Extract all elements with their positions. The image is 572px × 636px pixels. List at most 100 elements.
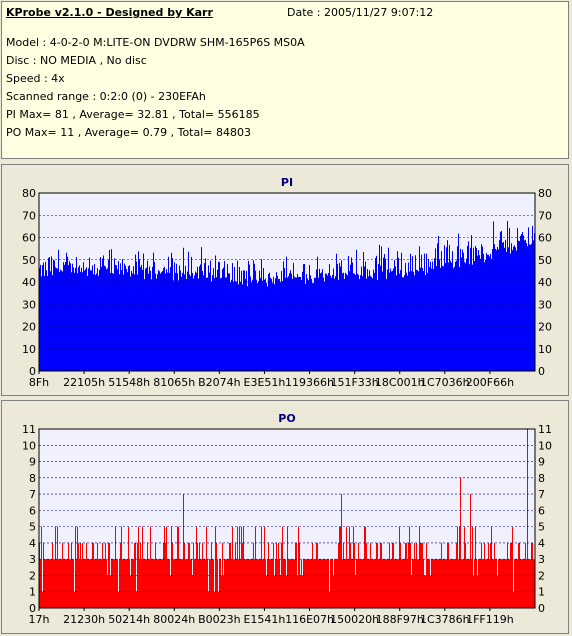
data-bar [149,559,150,608]
data-bar [445,263,446,371]
data-bar [270,277,271,371]
y-tick-label-left: 20 [22,321,36,334]
data-bar [300,276,301,371]
data-bar [227,559,228,608]
data-bar [164,526,165,608]
data-bar [326,559,327,608]
data-bar [40,559,41,608]
data-bar [141,264,142,371]
data-bar [352,262,353,371]
data-bar [48,559,49,608]
data-bar [148,559,149,608]
data-bar [59,559,60,608]
data-bar [182,559,183,608]
data-bar [179,559,180,608]
data-bar [458,559,459,608]
data-bar [129,265,130,371]
data-bar [415,559,416,608]
data-bar [417,559,418,608]
data-bar [459,526,460,608]
y-tick-label-right: 5 [538,521,545,534]
data-bar [59,271,60,371]
x-tick-label: 17h [29,613,50,626]
data-bar [474,559,475,608]
data-bar [508,247,509,371]
data-bar [509,228,510,371]
data-bar [465,542,466,608]
data-bar [70,559,71,608]
data-bar [123,274,124,371]
y-tick-label-left: 6 [29,504,36,517]
data-bar [290,270,291,371]
data-bar [530,559,531,608]
data-bar [69,261,70,371]
data-bar [282,281,283,371]
data-bar [228,273,229,371]
data-bar [409,271,410,371]
data-bar [384,254,385,371]
data-bar [464,261,465,371]
data-bar [441,542,442,608]
data-bar [413,271,414,371]
data-bar [362,559,363,608]
data-bar [455,261,456,371]
data-bar [508,559,509,608]
data-bar [169,559,170,608]
data-bar [441,251,442,371]
data-bar [404,559,405,608]
data-bar [435,248,436,371]
data-bar [183,247,184,371]
data-bar [382,271,383,371]
app-title: KProbe v2.1.0 - Designed by Karr [6,6,213,19]
data-bar [454,559,455,608]
data-bar [518,240,519,371]
data-bar [330,559,331,608]
data-bar [231,279,232,371]
data-bar [253,542,254,608]
data-bar [141,559,142,608]
data-bar [67,256,68,371]
data-bar [221,277,222,371]
data-bar [332,559,333,608]
data-bar [497,575,498,608]
data-bar [486,559,487,608]
data-bar [293,262,294,371]
data-bar [268,274,269,371]
data-bar [57,268,58,371]
data-bar [273,276,274,371]
data-bar [363,559,364,608]
data-bar [107,268,108,371]
data-bar [82,542,83,608]
data-bar [418,559,419,608]
data-bar [98,559,99,608]
data-bar [516,559,517,608]
x-tick-label: 188F97h [376,613,424,626]
data-bar [531,243,532,371]
x-tick-label: 81065h [153,376,195,389]
y-tick-label-left: 30 [22,298,36,311]
data-bar [307,559,308,608]
data-bar [89,559,90,608]
data-bar [109,542,110,608]
data-bar [127,272,128,371]
data-bar [499,240,500,371]
data-bar [386,559,387,608]
data-bar [442,559,443,608]
data-bar [205,559,206,608]
data-bar [66,252,67,371]
data-bar [285,559,286,608]
data-bar [159,271,160,371]
data-bar [245,559,246,608]
data-bar [54,559,55,608]
data-bar [74,272,75,371]
data-bar [525,239,526,371]
data-bar [128,526,129,608]
data-bar [346,526,347,608]
data-bar [152,266,153,371]
x-tick-label: 8Fh [29,376,49,389]
data-bar [168,559,169,608]
data-bar [196,526,197,608]
data-bar [283,261,284,371]
data-bar [142,526,143,608]
data-bar [139,259,140,371]
